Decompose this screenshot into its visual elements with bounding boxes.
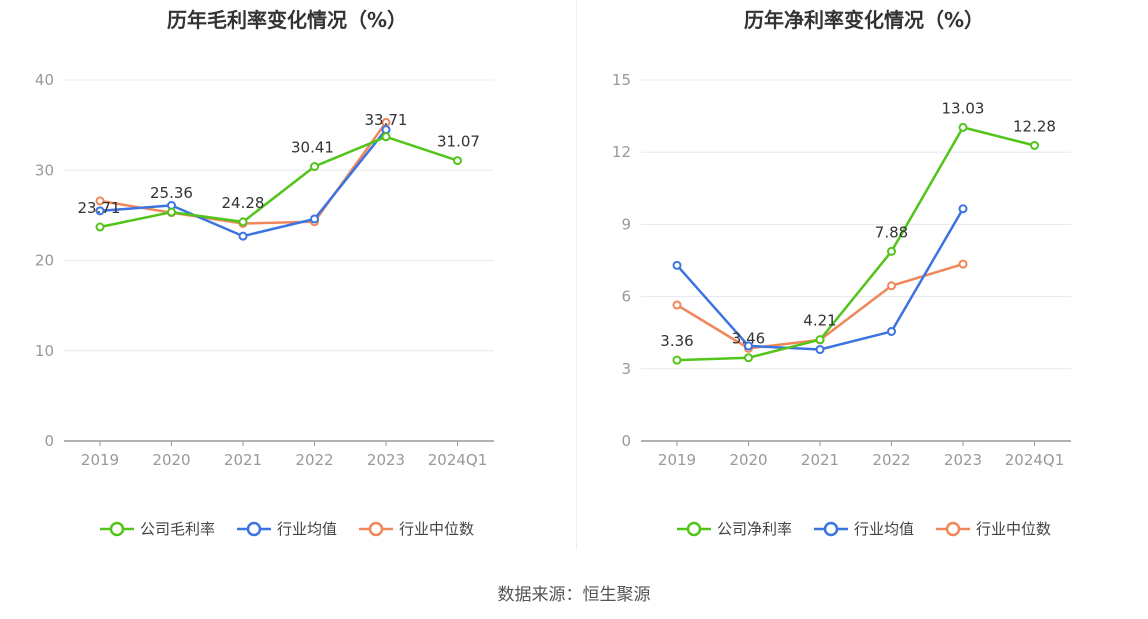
y-tick-label: 6 (621, 288, 631, 306)
data-point-industry_median (95, 196, 105, 206)
series-line-company (99, 135, 458, 229)
data-label: 25.36 (150, 184, 193, 202)
legend-item-industry_median[interactable]: 行业中位数 (936, 518, 1051, 539)
chart-title: 历年毛利率变化情况（%） (166, 8, 408, 32)
chart-title: 历年净利率变化情况（%） (743, 8, 985, 32)
data-point-company (453, 156, 462, 166)
x-tick-label: 2024Q1 (1005, 451, 1065, 469)
data-point-industry_avg (672, 260, 682, 270)
data-point-company (958, 122, 968, 132)
data-point-industry_median (958, 259, 968, 269)
data-point-company (167, 207, 176, 217)
legend-swatch-icon (99, 521, 134, 536)
data-label: 30.41 (291, 139, 334, 157)
data-label: 7.88 (875, 223, 908, 241)
y-tick-label: 0 (621, 432, 631, 450)
data-point-industry_avg (815, 345, 825, 355)
data-point-industry_avg (238, 231, 248, 241)
x-tick-label: 2019 (658, 451, 696, 469)
x-tick-label: 2019 (81, 451, 119, 469)
data-point-company (1030, 140, 1039, 150)
legend-label: 行业均值 (853, 520, 914, 538)
legend-item-industry_median[interactable]: 行业中位数 (359, 518, 474, 539)
y-tick-label: 0 (44, 432, 54, 450)
y-tick-label: 10 (35, 342, 54, 360)
data-point-company (95, 222, 105, 232)
legend-swatch-icon (813, 521, 848, 536)
x-tick-label: 2024Q1 (428, 451, 488, 469)
data-point-industry_avg (958, 204, 968, 214)
x-tick-label: 2020 (152, 451, 190, 469)
data-label: 13.03 (942, 99, 985, 117)
data-point-company (887, 246, 896, 256)
y-tick-label: 30 (35, 161, 54, 179)
data-label: 3.36 (660, 332, 693, 350)
legend-item-industry_avg[interactable]: 行业均值 (236, 518, 337, 539)
legend: 公司净利率 行业均值 行业中位数 (577, 518, 1148, 539)
data-label: 31.07 (437, 133, 480, 151)
net-margin-chart: 0 3 6 9 12 15 2019 2020 2021 2022 2023 2024Q1 3.36 3.… (612, 71, 1071, 469)
legend-swatch-icon (359, 521, 393, 536)
data-point-industry_avg (887, 326, 896, 336)
data-label: 3.46 (732, 330, 765, 348)
data-point-company (672, 355, 682, 365)
y-tick-label: 15 (612, 71, 631, 89)
legend-swatch-icon (676, 521, 711, 536)
gross-margin-panel: 历年毛利率变化情况（%） 0 10 20 30 40 2019 2020 2021 2022 20… (0, 0, 574, 560)
x-tick-label: 2023 (944, 451, 982, 469)
data-point-industry_avg (95, 206, 105, 216)
y-tick-label: 40 (35, 71, 54, 89)
data-label: 4.21 (803, 312, 836, 330)
x-tick-label: 2020 (729, 451, 767, 469)
legend: 公司毛利率 行业均值 行业中位数 (0, 518, 574, 539)
data-point-company (310, 162, 319, 172)
source-note: 数据来源：恒生聚源 (497, 585, 651, 605)
data-point-industry_avg (744, 341, 753, 351)
legend-label: 行业中位数 (399, 520, 475, 538)
panel-divider (576, 0, 577, 550)
y-tick-label: 9 (621, 215, 631, 233)
legend-swatch-icon (936, 521, 970, 536)
series-line-company (676, 125, 1035, 362)
legend-item-company[interactable]: 公司毛利率 (99, 518, 215, 539)
data-point-company (381, 132, 391, 142)
y-tick-label: 3 (621, 360, 631, 378)
data-label: 23.71 (78, 199, 121, 217)
x-tick-label: 2021 (224, 451, 262, 469)
data-label: 24.28 (222, 194, 265, 212)
y-tick-label: 12 (612, 143, 631, 161)
legend-item-industry_avg[interactable]: 行业均值 (813, 518, 914, 539)
legend-item-company[interactable]: 公司净利率 (676, 518, 792, 539)
net-margin-panel: 历年净利率变化情况（%） 0 3 6 9 12 15 2019 2020 2021 2022 202… (577, 0, 1148, 560)
data-point-industry_avg (310, 214, 319, 224)
data-point-company (815, 335, 825, 345)
x-tick-label: 2022 (295, 451, 333, 469)
data-point-industry_median (887, 281, 896, 291)
y-tick-label: 20 (35, 252, 54, 270)
data-point-company (238, 217, 248, 227)
data-label: 12.28 (1013, 117, 1056, 135)
data-point-company (744, 353, 753, 363)
gross-margin-chart: 0 10 20 30 40 2019 2020 2021 2022 2023 2024Q1 23.71… (35, 71, 494, 469)
data-label: 33.71 (365, 111, 408, 129)
x-tick-label: 2021 (801, 451, 839, 469)
data-point-industry_median (672, 300, 682, 310)
x-tick-label: 2023 (367, 451, 405, 469)
x-tick-label: 2022 (872, 451, 910, 469)
legend-label: 公司净利率 (716, 520, 792, 538)
legend-label: 行业均值 (276, 520, 337, 538)
legend-label: 公司毛利率 (139, 520, 215, 538)
legend-label: 行业中位数 (976, 520, 1052, 538)
legend-swatch-icon (236, 521, 271, 536)
